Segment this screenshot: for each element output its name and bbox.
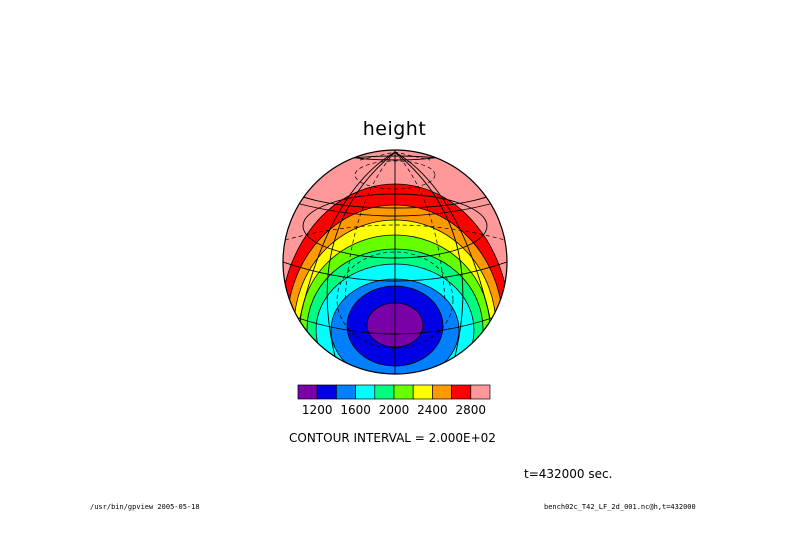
latitude-line-dashed — [336, 251, 454, 349]
colorbar-tick-label: 1200 — [302, 403, 333, 417]
colorbar-swatch — [412, 384, 433, 400]
colorbar: 1200 1600 2000 2400 2800 — [297, 384, 491, 417]
colorbar-tick-label: 2000 — [379, 403, 410, 417]
meridian-line-dashed — [394, 151, 446, 301]
meridian-line — [299, 151, 396, 319]
colorbar-swatch — [336, 384, 356, 400]
latitude-line-dashed — [284, 224, 506, 241]
colorbar-tick-label: 1600 — [340, 403, 371, 417]
meridian-line-dashed — [359, 151, 431, 161]
colorbar-swatch — [355, 384, 376, 400]
colorbar-swatch — [451, 384, 472, 400]
colorbar-tick-label: 2400 — [417, 403, 448, 417]
colorbar-swatch — [470, 384, 491, 400]
meridian-line — [394, 151, 491, 319]
time-label: t=432000 sec. — [524, 467, 613, 481]
colorbar-tick-label: 2800 — [456, 403, 487, 417]
colorbar-swatch — [393, 384, 414, 400]
chart-title: height — [362, 118, 427, 140]
meridian-line-dashed — [344, 151, 396, 301]
contour-interval-label: CONTOUR INTERVAL = 2.000E+02 — [289, 431, 496, 445]
colorbar-swatch — [374, 384, 395, 400]
globe — [282, 149, 508, 375]
meridian-line — [326, 151, 396, 369]
footer-file-info: bench02c_T42_LF_2d_001.nc@h,t=432000 — [544, 503, 696, 511]
meridian-line — [394, 151, 464, 369]
colorbar-swatch — [432, 384, 452, 400]
globe-outline — [282, 149, 508, 375]
colorbar-swatch — [297, 384, 318, 400]
colorbar-swatch — [316, 384, 337, 400]
latitude-line-dashed — [354, 160, 436, 190]
footer-program-date: /usr/bin/gpview 2005-05-18 — [90, 503, 200, 511]
